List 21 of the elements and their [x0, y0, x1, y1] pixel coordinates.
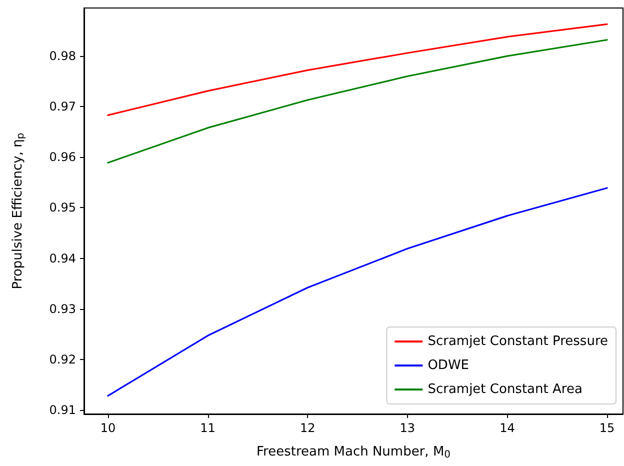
x-tick-label: 11 [200, 421, 216, 435]
x-tick-label: 14 [500, 421, 515, 435]
legend-label: Scramjet Constant Pressure [428, 334, 608, 349]
y-tick-label: 0.94 [49, 251, 76, 266]
legend-label: ODWE [428, 358, 470, 373]
y-tick-label: 0.96 [49, 150, 76, 164]
y-tick-label: 0.98 [49, 49, 76, 64]
x-tick-label: 13 [400, 421, 416, 435]
y-axis-title: Propulsive Efficiency, ηp [10, 132, 26, 290]
x-tick-label: 15 [599, 421, 615, 435]
line-series [107, 39, 608, 164]
y-tick-label: 0.93 [49, 302, 76, 316]
legend-label: Scramjet Constant Area [428, 382, 582, 397]
y-tick-label: 0.97 [49, 100, 76, 114]
y-tick-label: 0.95 [49, 200, 76, 215]
line-series [107, 23, 608, 116]
y-tick-label: 0.92 [49, 352, 76, 366]
x-tick-label: 12 [300, 421, 316, 435]
x-tick-label: 10 [100, 421, 116, 435]
line-series [107, 187, 608, 397]
y-tick-label: 0.91 [49, 402, 76, 417]
